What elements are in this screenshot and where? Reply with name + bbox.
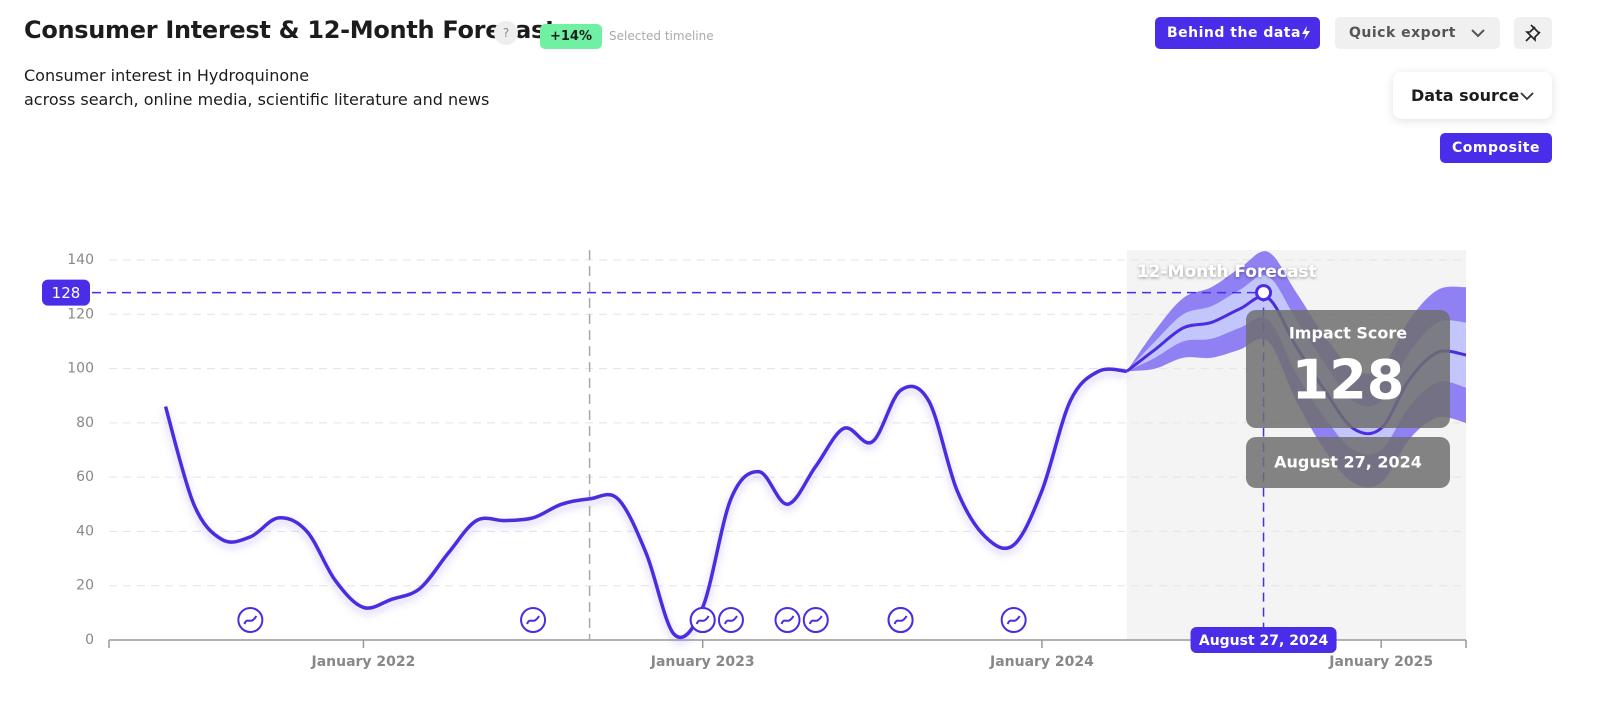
event-marker	[520, 607, 547, 633]
event-marker	[887, 607, 914, 633]
pin-button[interactable]	[1514, 17, 1552, 49]
date-badge-label: August 27, 2024	[1199, 633, 1329, 649]
title: Consumer Interest & 12-Month Forecast	[24, 16, 557, 44]
dropdown-label: Data source	[1411, 86, 1520, 105]
event-marker	[717, 607, 744, 633]
event-icon	[1006, 615, 1021, 625]
value-badge	[42, 279, 90, 306]
x-tick-label: January 2023	[650, 654, 755, 670]
forecast-inner-band	[1126, 275, 1466, 455]
event-circle	[887, 607, 914, 633]
x-tick-label: January 2024	[989, 654, 1094, 670]
y-tick-label: 40	[76, 523, 94, 539]
event-circle	[887, 607, 914, 633]
forecast-outer-band	[1126, 251, 1466, 488]
event-icon	[780, 615, 795, 625]
pin-icon	[1525, 24, 1541, 42]
data-source-dropdown[interactable]: Data source	[1393, 72, 1552, 119]
subtitle: across search, online media, scientific …	[24, 90, 490, 109]
event-marker	[1000, 607, 1027, 633]
help-button[interactable]: ?	[494, 21, 518, 45]
event-circle	[802, 607, 829, 633]
chevron-icon	[1520, 92, 1534, 101]
x-tick-label: January 2025	[1328, 654, 1433, 670]
event-circle	[1000, 607, 1027, 633]
event-marker	[802, 607, 829, 633]
y-tick-label: 80	[76, 415, 94, 431]
button-label: Behind the data	[1167, 25, 1301, 41]
y-tick-label: 120	[67, 306, 94, 322]
value-badge-label: 128	[52, 284, 81, 302]
quick-export-button[interactable]: Quick export	[1335, 17, 1500, 49]
composite-button[interactable]: Composite	[1440, 133, 1552, 163]
forecast-line	[1125, 294, 1467, 436]
behind-data-button[interactable]: Behind the data	[1155, 17, 1320, 49]
tooltip-date: August 27, 2024	[1274, 453, 1422, 472]
event-icon	[724, 615, 738, 625]
event-icon	[893, 615, 908, 625]
event-circle	[237, 607, 264, 633]
event-marker	[887, 607, 914, 633]
event-marker	[774, 607, 801, 633]
highlight-point	[1255, 284, 1273, 302]
event-marker	[689, 607, 716, 633]
x-tick-label: January 2022	[310, 654, 415, 670]
line	[163, 367, 1127, 640]
y-tick-label: 0	[85, 632, 94, 648]
event-circle	[520, 607, 547, 633]
event-icon	[243, 615, 258, 625]
event-icon	[808, 615, 823, 625]
button-label: Composite	[1452, 140, 1540, 156]
event-circle	[717, 607, 744, 633]
tooltip-box	[1246, 310, 1450, 428]
event-circle	[774, 607, 801, 633]
change-badge: +14%	[540, 24, 602, 49]
event-icon	[893, 615, 908, 625]
y-tick-label: 60	[76, 469, 94, 485]
tooltip-title: Impact Score	[1289, 324, 1407, 343]
forecast-region	[1126, 250, 1466, 640]
event-circle	[689, 607, 716, 633]
tooltip-date-box	[1246, 437, 1450, 488]
event-icon	[695, 615, 710, 625]
y-tick-label: 20	[76, 578, 94, 594]
button-label: Quick export	[1349, 25, 1456, 41]
tooltip-value: 128	[1292, 349, 1405, 412]
event-circle	[689, 607, 716, 633]
date-badge	[1190, 627, 1337, 653]
event-icon	[695, 615, 710, 625]
subtitle: Consumer interest in Hydroquinone	[24, 66, 310, 85]
event-marker	[689, 607, 716, 633]
bolt-icon	[1302, 26, 1310, 40]
y-tick-label: 140	[67, 252, 94, 268]
event-marker	[237, 607, 264, 633]
chevron-icon	[1471, 29, 1485, 38]
change-label: Selected timeline	[609, 29, 714, 43]
event-icon	[526, 615, 540, 625]
y-tick-label: 100	[67, 361, 94, 377]
forecast-label: 12-Month Forecast	[1137, 262, 1317, 282]
